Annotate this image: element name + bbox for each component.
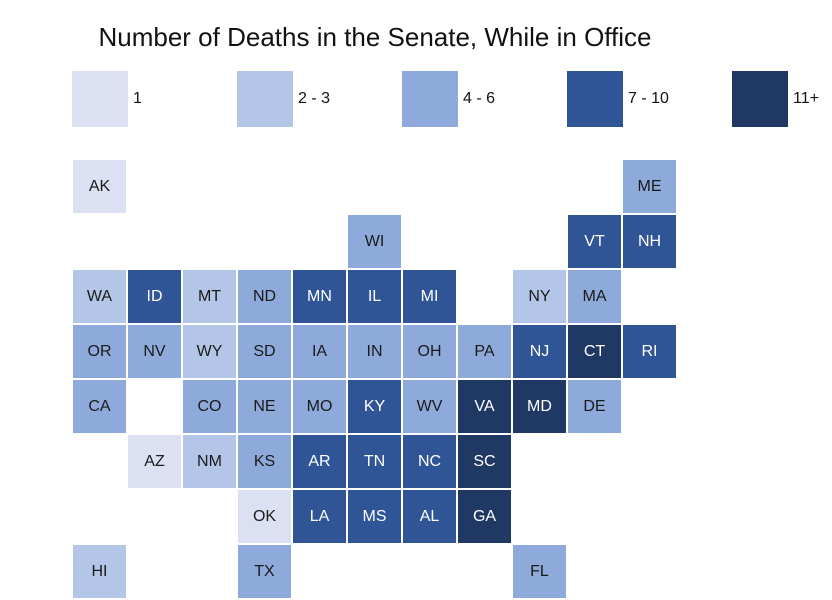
state-tile-nj: NJ xyxy=(513,325,566,378)
state-tile-md: MD xyxy=(513,380,566,433)
legend-swatch xyxy=(72,71,128,127)
state-tile-va: VA xyxy=(458,380,511,433)
state-tile-hi: HI xyxy=(73,545,126,598)
state-tile-tx: TX xyxy=(238,545,291,598)
legend-swatch xyxy=(567,71,623,127)
state-tile-wi: WI xyxy=(348,215,401,268)
state-tile-al: AL xyxy=(403,490,456,543)
legend-label: 1 xyxy=(133,90,142,107)
state-tile-wy: WY xyxy=(183,325,236,378)
state-tile-mo: MO xyxy=(293,380,346,433)
state-tile-ar: AR xyxy=(293,435,346,488)
state-tile-nh: NH xyxy=(623,215,676,268)
state-tile-ak: AK xyxy=(73,160,126,213)
state-tile-ok: OK xyxy=(238,490,291,543)
state-tile-wa: WA xyxy=(73,270,126,323)
state-tile-sd: SD xyxy=(238,325,291,378)
state-tile-ky: KY xyxy=(348,380,401,433)
state-tile-de: DE xyxy=(568,380,621,433)
state-tile-vt: VT xyxy=(568,215,621,268)
state-tile-or: OR xyxy=(73,325,126,378)
legend-swatch xyxy=(732,71,788,127)
legend-label: 7 - 10 xyxy=(628,90,669,107)
state-tile-nc: NC xyxy=(403,435,456,488)
state-tile-ct: CT xyxy=(568,325,621,378)
state-tile-mi: MI xyxy=(403,270,456,323)
state-tile-sc: SC xyxy=(458,435,511,488)
legend-label: 4 - 6 xyxy=(463,90,496,107)
state-tile-me: ME xyxy=(623,160,676,213)
state-tile-la: LA xyxy=(293,490,346,543)
legend-swatch xyxy=(237,71,293,127)
state-tile-ia: IA xyxy=(293,325,346,378)
state-tile-il: IL xyxy=(348,270,401,323)
state-tile-nd: ND xyxy=(238,270,291,323)
state-tile-co: CO xyxy=(183,380,236,433)
state-tile-in: IN xyxy=(348,325,401,378)
state-tile-id: ID xyxy=(128,270,181,323)
state-tile-mn: MN xyxy=(293,270,346,323)
state-tile-ri: RI xyxy=(623,325,676,378)
state-tile-ms: MS xyxy=(348,490,401,543)
state-tile-mt: MT xyxy=(183,270,236,323)
state-tile-fl: FL xyxy=(513,545,566,598)
legend-swatch xyxy=(402,71,458,127)
legend-label: 11+ xyxy=(793,90,819,107)
state-tile-nv: NV xyxy=(128,325,181,378)
state-tile-ne: NE xyxy=(238,380,291,433)
state-tile-pa: PA xyxy=(458,325,511,378)
state-tile-tn: TN xyxy=(348,435,401,488)
state-tile-ny: NY xyxy=(513,270,566,323)
chart-title: Number of Deaths in the Senate, While in… xyxy=(98,22,652,52)
state-tile-az: AZ xyxy=(128,435,181,488)
state-tile-wv: WV xyxy=(403,380,456,433)
state-tile-nm: NM xyxy=(183,435,236,488)
state-tile-ks: KS xyxy=(238,435,291,488)
legend-label: 2 - 3 xyxy=(298,90,331,107)
state-tile-ma: MA xyxy=(568,270,621,323)
state-tile-oh: OH xyxy=(403,325,456,378)
state-tile-ga: GA xyxy=(458,490,511,543)
state-tile-ca: CA xyxy=(73,380,126,433)
